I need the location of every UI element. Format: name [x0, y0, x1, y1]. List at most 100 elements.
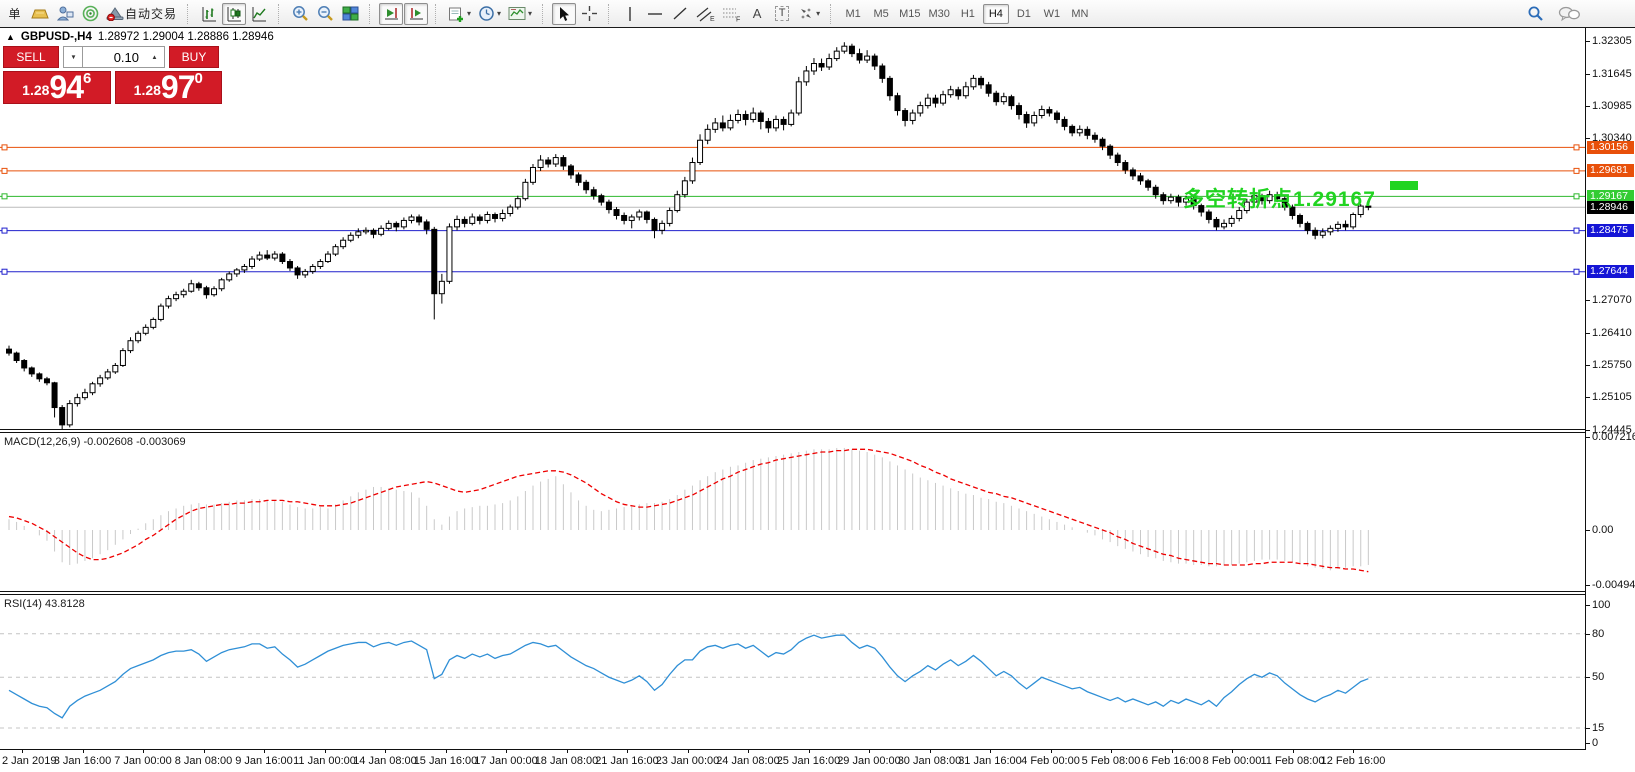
horizontal-line-icon — [648, 12, 663, 15]
tab-timeframe-H1[interactable]: H1 — [960, 7, 975, 20]
periods-button[interactable] — [475, 3, 504, 25]
cursor-tool-button[interactable] — [552, 2, 577, 25]
zoom-in-button[interactable] — [288, 3, 312, 25]
time-tick-label: 29 Jan 00:00 — [837, 755, 901, 767]
macd-axis-label: 0.00 — [1592, 524, 1614, 536]
buy-price-prefix: 1.28 — [133, 82, 161, 98]
time-tick-mark — [869, 750, 870, 753]
volume-down-button[interactable]: ▼ — [63, 46, 83, 68]
price-level-chip: 1.28475 — [1587, 224, 1634, 238]
pane-separator[interactable] — [0, 429, 1586, 433]
horizontal-line-tool-button[interactable] — [643, 3, 667, 25]
crosshair-tool-button[interactable] — [577, 3, 601, 25]
tab-timeframe-H4[interactable]: H4 — [982, 3, 1009, 24]
text-tool-button[interactable]: A — [745, 3, 769, 25]
fibonacci-icon: F — [723, 8, 740, 22]
price-axis[interactable]: 1.32305 1.31645 1.30985 1.30340 1.27070 1.264… — [1586, 28, 1635, 750]
text-label-glyph: T — [774, 6, 790, 21]
auto-scroll-button[interactable] — [379, 2, 404, 25]
line-chart-type-button[interactable] — [247, 3, 271, 25]
rsi-axis-label: 100 — [1592, 598, 1611, 611]
time-tick-label: 8 Feb 00:00 — [1202, 755, 1262, 767]
main-price-pane[interactable]: 多空转折点1.29167 — [0, 28, 1586, 429]
rsi-pane[interactable] — [0, 595, 1586, 749]
time-tick-label: 12 Feb 16:00 — [1320, 755, 1386, 767]
time-tick-label: 24 Jan 08:00 — [716, 755, 780, 767]
trendline-tool-button[interactable] — [668, 3, 692, 25]
new-chart-button[interactable] — [445, 3, 474, 25]
arrows-tool-button[interactable] — [795, 3, 823, 25]
buy-button[interactable]: BUY — [169, 46, 219, 68]
time-tick-label: 6 Feb 16:00 — [1142, 755, 1201, 767]
search-button[interactable] — [1527, 5, 1544, 22]
market-button[interactable] — [28, 3, 52, 25]
channel-tool-button[interactable]: E — [693, 3, 718, 25]
chart-annotation-text[interactable]: 多空转折点1.29167 — [1183, 187, 1376, 211]
templates-button[interactable] — [505, 3, 535, 25]
annotation-marker[interactable] — [1390, 181, 1418, 190]
equidistant-channel-icon: E — [696, 7, 715, 22]
tab-timeframe-M1[interactable]: M1 — [845, 7, 861, 20]
price-tick-mark — [1586, 138, 1590, 140]
tab-timeframe-M5[interactable]: M5 — [873, 7, 889, 20]
macd-pane[interactable] — [0, 433, 1586, 591]
rsi-label: RSI(14) 43.8128 — [4, 598, 85, 610]
new-order-button[interactable]: 单 — [3, 3, 27, 25]
price-level-chip: 1.29167 — [1587, 189, 1634, 203]
buy-price-box[interactable]: 1.28 97 0 — [114, 69, 222, 105]
new-chart-icon — [449, 7, 464, 22]
rsi-axis-label: 15 — [1592, 722, 1605, 734]
sell-price-box[interactable]: 1.28 94 6 — [3, 71, 111, 104]
pane-separator[interactable] — [0, 591, 1586, 595]
zoom-out-button[interactable] — [313, 3, 337, 25]
buy-price-pip: 0 — [194, 70, 203, 87]
chat-button[interactable] — [1558, 6, 1580, 22]
clock-icon — [479, 6, 494, 21]
bar-chart-type-button[interactable] — [197, 3, 221, 25]
chart-shift-icon — [409, 8, 423, 20]
panel-collapse-icon[interactable]: ▲ — [6, 32, 15, 42]
text-label-tool-button[interactable]: T — [770, 3, 794, 25]
tab-timeframe-W1[interactable]: W1 — [1043, 7, 1061, 20]
toolbar-separator — [278, 3, 283, 24]
zoom-out-icon — [318, 6, 333, 21]
time-axis[interactable]: 2 Jan 2019 3 Jan 16:00 7 Jan 00:00 8 Jan 08… — [0, 750, 1635, 772]
tab-timeframe-M15[interactable]: M15 — [899, 7, 921, 20]
time-tick-label: 23 Jan 00:00 — [655, 755, 720, 767]
price-tick-label: 1.25105 — [1592, 391, 1632, 404]
macd-axis-label: 0.007216 — [1592, 431, 1635, 443]
down-arrow-icon: ▼ — [69, 53, 77, 61]
time-tick-mark — [627, 750, 628, 753]
price-tick-label: 1.24445 — [1592, 424, 1632, 437]
tab-timeframe-D1[interactable]: D1 — [1016, 7, 1031, 20]
template-icon — [508, 7, 526, 20]
sell-button[interactable]: SELL — [3, 46, 59, 68]
time-tick-label: 15 Jan 16:00 — [413, 755, 478, 767]
price-level-chip: 1.30156 — [1587, 140, 1634, 154]
macd-label: MACD(12,26,9) -0.002608 -0.003069 — [4, 436, 186, 448]
autotrading-button[interactable]: 自动交易 — [103, 3, 180, 25]
fibonacci-tool-button[interactable]: F — [719, 3, 744, 25]
time-tick-mark — [929, 750, 931, 753]
candlestick-chart-type-button[interactable] — [222, 2, 247, 25]
arrows-icon — [801, 8, 812, 19]
vertical-line-tool-button[interactable] — [618, 3, 642, 25]
price-tick-label: 1.31645 — [1592, 67, 1632, 80]
tab-timeframe-MN[interactable]: MN — [1071, 7, 1089, 20]
volume-up-button[interactable]: ▲ — [145, 46, 165, 68]
signal-button[interactable] — [78, 3, 102, 25]
search-icon — [1528, 6, 1543, 21]
vps-button[interactable] — [53, 3, 77, 25]
price-tick-mark — [1586, 300, 1590, 302]
price-tick-label: 1.25750 — [1592, 359, 1632, 372]
time-tick-mark — [748, 750, 749, 753]
tab-timeframe-M30[interactable]: M30 — [928, 7, 950, 20]
chart-shift-button[interactable] — [404, 2, 429, 25]
volume-input[interactable] — [83, 46, 145, 68]
buy-price-main: 97 — [160, 69, 196, 105]
toolbar-separator — [542, 3, 547, 24]
trendline-icon — [673, 7, 687, 20]
tile-windows-button[interactable] — [338, 3, 362, 25]
price-axis-border — [1585, 28, 1586, 750]
time-tick-mark — [808, 750, 810, 753]
